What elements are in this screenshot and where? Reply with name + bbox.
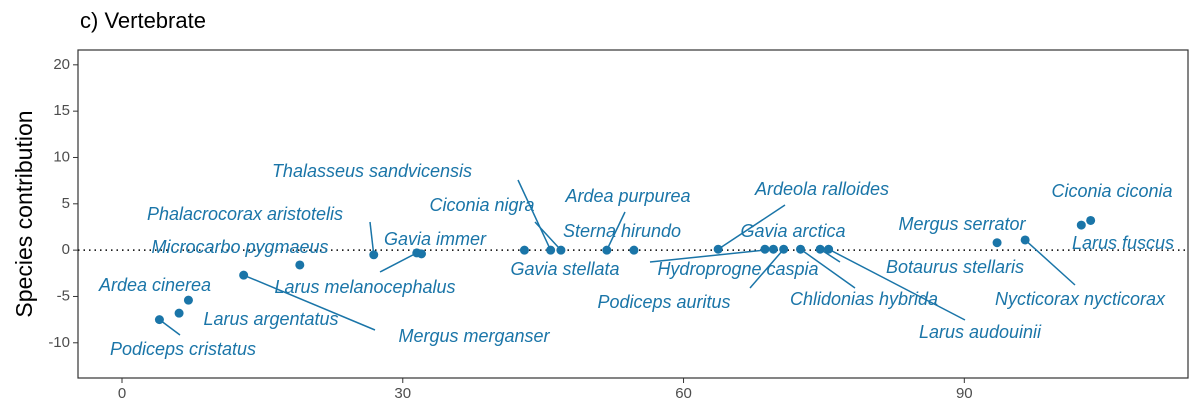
y-tick-label: 20 — [53, 56, 70, 73]
leader-line — [379, 252, 418, 273]
point — [768, 244, 778, 254]
y-tick-label: 0 — [62, 241, 70, 258]
leader-line — [749, 248, 785, 289]
point — [174, 308, 184, 318]
leader-line — [243, 274, 376, 331]
x-tick-label: 30 — [394, 385, 411, 402]
point — [369, 250, 379, 260]
leader-line — [800, 248, 856, 289]
point — [295, 260, 305, 270]
point — [760, 244, 770, 254]
point — [713, 244, 723, 254]
leader-line — [517, 179, 552, 251]
point-label: Mergus serrator — [898, 214, 1026, 234]
y-tick-label: -10 — [48, 334, 70, 351]
point-label: Podiceps auritus — [597, 292, 730, 312]
point — [1076, 220, 1086, 230]
point-label: Hydroprogne caspia — [657, 259, 818, 279]
point — [154, 315, 164, 325]
point-label: Botaurus stellaris — [886, 257, 1024, 277]
point-label: Larus melanocephalus — [274, 277, 455, 297]
point-label: Thalasseus sandvicensis — [272, 161, 472, 181]
chart-title: c) Vertebrate — [80, 8, 206, 33]
leader-line — [649, 248, 774, 263]
x-tick-label: 0 — [118, 385, 126, 402]
point-label: Larus argentatus — [203, 309, 338, 329]
point-label: Ciconia nigra — [429, 195, 534, 215]
point-label: Sterna hirundo — [563, 221, 681, 241]
leader-line — [1024, 239, 1076, 286]
point-label: Larus audouinii — [919, 322, 1042, 342]
point — [556, 245, 566, 255]
point — [1020, 235, 1030, 245]
leader-line — [534, 221, 562, 251]
point-label: Ardea purpurea — [564, 186, 690, 206]
point-label: Ardea cinerea — [98, 275, 211, 295]
point — [992, 238, 1002, 248]
x-tick-label: 60 — [675, 385, 692, 402]
point-label: Larus fuscus — [1072, 233, 1174, 253]
point — [519, 245, 529, 255]
point — [815, 244, 825, 254]
point — [602, 245, 612, 255]
point — [779, 244, 789, 254]
x-tick-label: 90 — [956, 385, 973, 402]
point — [412, 248, 422, 258]
point — [796, 244, 806, 254]
point-label: Ciconia ciconia — [1051, 181, 1172, 201]
point-label: Chlidonias hybrida — [790, 289, 938, 309]
point-label: Podiceps cristatus — [110, 339, 256, 359]
point-label: Microcarbo pygmaeus — [151, 237, 328, 257]
leader-line — [606, 211, 626, 251]
point-label: Mergus merganser — [398, 326, 550, 346]
y-tick-label: -5 — [57, 287, 70, 304]
leader-line — [717, 204, 786, 250]
point-label: Gavia arctica — [740, 221, 845, 241]
point — [239, 270, 249, 280]
y-tick-label: 5 — [62, 195, 70, 212]
point — [1086, 215, 1096, 225]
y-tick-label: 10 — [53, 148, 70, 165]
point-label: Gavia stellata — [510, 259, 619, 279]
point-label: Gavia immer — [384, 229, 487, 249]
point — [546, 245, 556, 255]
plot-frame — [77, 49, 1189, 379]
point-label: Phalacrocorax aristotelis — [147, 204, 343, 224]
leader-line — [369, 221, 375, 255]
y-tick-label: 15 — [53, 102, 70, 119]
point — [629, 245, 639, 255]
point — [183, 295, 193, 305]
point-label: Nycticorax nycticorax — [995, 289, 1166, 309]
y-axis-label: Species contribution — [11, 110, 37, 317]
point — [824, 244, 834, 254]
point-label: Ardeola ralloides — [754, 179, 889, 199]
leader-line — [828, 248, 966, 321]
